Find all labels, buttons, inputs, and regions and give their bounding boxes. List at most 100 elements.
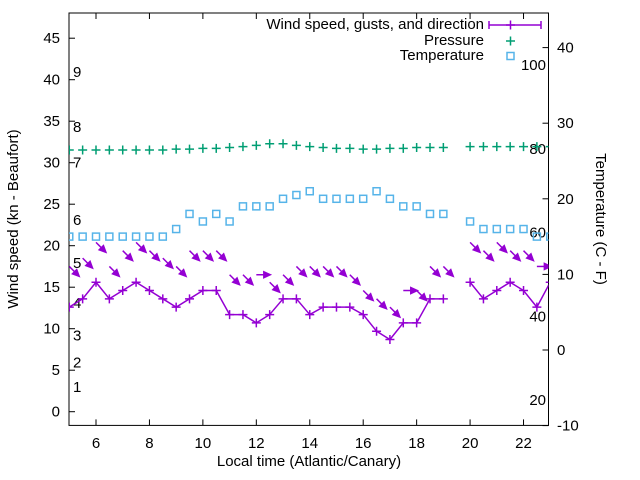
gust-arrow-head <box>471 244 482 254</box>
pressure-point <box>278 139 288 149</box>
beaufort-scale-label: 1 <box>73 379 81 396</box>
gust-arrow-head <box>218 252 228 262</box>
pressure-point <box>238 142 248 152</box>
pressure-point <box>519 142 529 152</box>
pressure-point <box>131 145 141 155</box>
wind-speed-point <box>398 318 408 328</box>
wind-speed-point <box>372 326 382 336</box>
pressure-point <box>225 142 235 152</box>
temperature-point <box>492 224 502 234</box>
wind-speed-point <box>198 286 208 296</box>
pressure-point <box>425 142 435 152</box>
wind-speed-point <box>185 294 195 304</box>
wind-speed-point <box>505 277 515 287</box>
temperature-point <box>265 202 274 211</box>
pressure-point <box>158 145 168 155</box>
temperature-point <box>479 224 488 234</box>
gust-arrow-head <box>351 276 362 286</box>
temperature-point <box>399 202 408 211</box>
temperature-point <box>118 232 127 241</box>
gust-arrow-head <box>71 268 81 278</box>
temperature-point <box>225 217 234 226</box>
temperature-point <box>158 232 168 241</box>
temperature-point <box>412 202 421 211</box>
temperature-point <box>332 194 341 204</box>
y-tick-label-right: 10 <box>557 266 574 283</box>
gust-arrow-head <box>97 244 108 254</box>
pressure-point <box>104 145 114 155</box>
gust-arrow-head <box>111 268 121 278</box>
y-tick-label-right: -10 <box>557 418 579 435</box>
wind-speed-point <box>331 302 341 312</box>
temperature-point <box>91 232 101 241</box>
pressure-point <box>318 142 328 152</box>
pressure-point <box>211 143 221 153</box>
gust-arrow-head <box>378 300 388 310</box>
gust-arrow-head <box>191 252 201 262</box>
y-tick-label-left: 10 <box>43 321 60 338</box>
pressure-point <box>331 143 341 153</box>
pressure-point <box>412 142 422 152</box>
gust-arrow-head <box>204 252 215 262</box>
temperature-point <box>185 209 194 219</box>
wind-speed-point <box>291 294 301 304</box>
pressure-point <box>144 145 154 155</box>
pressure-point <box>358 144 368 154</box>
temperature-point <box>532 232 542 241</box>
y-tick-label-left: 30 <box>43 155 60 172</box>
temperature-point <box>292 190 301 200</box>
wind-speed-point <box>144 286 154 296</box>
pressure-point <box>118 145 128 155</box>
y-tick-label-left: 0 <box>52 404 60 421</box>
temperature-point <box>198 217 208 226</box>
wind-speed-point <box>412 318 422 328</box>
y-tick-label-right: 20 <box>557 191 574 208</box>
pressure-point <box>291 140 301 150</box>
wind-speed-point <box>225 310 235 320</box>
legend-sample-temperature <box>506 51 515 61</box>
pressure-point <box>265 139 275 149</box>
pressure-point <box>398 143 408 153</box>
wind-speed-point <box>465 277 475 287</box>
temperature-point <box>519 224 528 234</box>
pressure-point <box>251 140 261 150</box>
legend-samples <box>488 20 542 61</box>
pressure-point <box>78 145 88 155</box>
pressure-point <box>372 144 382 154</box>
temperature-point <box>105 232 114 241</box>
temperature-point <box>171 224 181 234</box>
wind-speed-point <box>251 318 261 328</box>
temperature-point <box>505 224 515 234</box>
wind-speed-point <box>492 286 502 296</box>
beaufort-scale-label: 6 <box>73 212 81 229</box>
gust-arrow-head <box>431 268 442 278</box>
wind-speed-point <box>211 286 221 296</box>
x-tick-label: 20 <box>462 435 479 452</box>
wind-speed-point <box>305 310 315 320</box>
gust-arrow-head <box>553 254 560 261</box>
gust-arrow-head <box>543 262 549 271</box>
gust-arrow-head <box>410 286 420 295</box>
temperature-point <box>385 194 395 204</box>
temperature-point <box>465 217 475 226</box>
tick-labels: 6 8 10 12 14 16 18 20 22051015202530354045-10010… <box>43 30 578 452</box>
temperature-point <box>345 194 355 204</box>
beaufort-scale-label: 9 <box>73 64 81 81</box>
y-tick-label-left: 45 <box>43 30 60 47</box>
legend-label-temperature: Temperature <box>399 47 484 64</box>
gust-arrow-head <box>244 276 255 286</box>
gust-arrow-head <box>418 292 428 302</box>
gust-arrow-head <box>311 268 321 278</box>
pressure-scale-label: 40 <box>529 308 546 325</box>
y-tick-label-left: 35 <box>43 113 60 130</box>
pressure-point <box>438 142 448 152</box>
x-tick-label: 22 <box>515 435 532 452</box>
x-tick-label: 10 <box>195 435 212 452</box>
pressure-point <box>69 145 74 155</box>
pressure-point <box>345 143 355 153</box>
y-tick-label-left: 5 <box>52 362 60 379</box>
gust-arrow-head <box>164 259 174 270</box>
temperature-point <box>545 232 549 241</box>
pressure-point <box>171 144 181 154</box>
